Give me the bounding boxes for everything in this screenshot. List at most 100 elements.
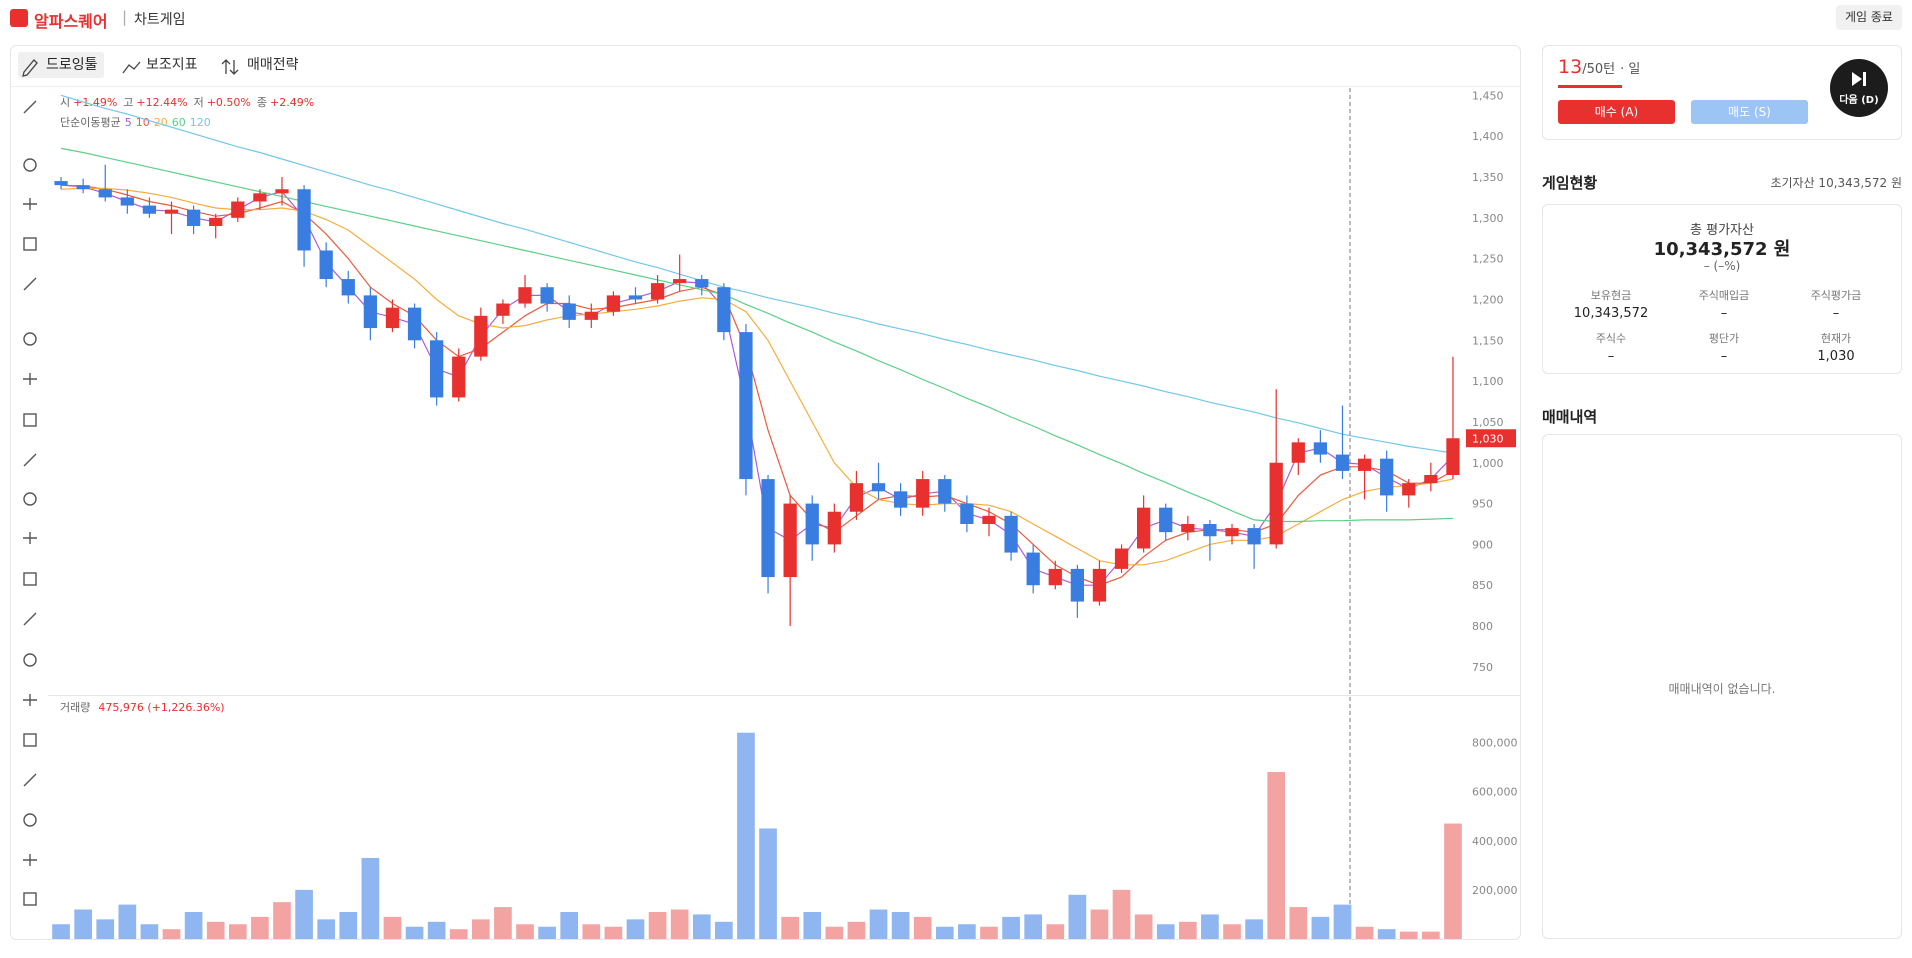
tool-icon[interactable]	[23, 572, 37, 586]
tool-glyph	[23, 612, 37, 626]
tool-icon[interactable]	[23, 453, 37, 467]
tool-icon[interactable]	[23, 733, 37, 747]
volume-bar	[1024, 914, 1043, 939]
candle-body	[695, 279, 709, 288]
volume-bar	[206, 921, 225, 939]
volume-bar	[692, 914, 711, 939]
candle-body	[1026, 552, 1040, 586]
volume-bar	[847, 921, 866, 939]
status-card: 총 평가자산 10,343,572 원 – (–%) 보유현금 10,343,57…	[1542, 204, 1902, 374]
candle-body	[186, 209, 201, 226]
tool-icon[interactable]	[23, 492, 37, 506]
tool-glyph	[23, 277, 37, 291]
volume-bar	[1002, 916, 1020, 939]
next-button[interactable]: 다음 (D)	[1830, 59, 1888, 117]
volume-bar	[1311, 916, 1330, 939]
ma-line	[60, 187, 1454, 566]
candle-body	[1291, 442, 1305, 463]
toolbar-tab[interactable]: 보조지표	[146, 57, 198, 73]
tool-glyph	[23, 332, 37, 346]
candle-body	[297, 189, 311, 251]
candle-body	[673, 279, 687, 284]
item-label: 평단가	[1708, 332, 1740, 345]
status-item: 평단가 –	[1664, 330, 1784, 364]
logo[interactable]: 알파스퀘어	[34, 12, 108, 31]
exit-button[interactable]: 게임 종료	[1836, 5, 1902, 30]
candle-body	[341, 279, 355, 296]
tool-icon[interactable]	[23, 773, 37, 787]
candle-body	[1159, 507, 1173, 533]
tool-icon[interactable]	[23, 237, 37, 251]
candle-body	[363, 295, 377, 329]
candle-body	[1357, 458, 1372, 471]
y-tick-label: 1,350	[1472, 171, 1504, 184]
candle-body	[805, 503, 819, 545]
volume-tick-label: 400,000	[1472, 835, 1518, 848]
logo-icon[interactable]	[10, 9, 28, 27]
status-title: 게임현황	[1542, 174, 1598, 192]
volume-bar	[759, 828, 777, 939]
ma-legend: 단순이동평균 5 10 20 60 120	[60, 116, 211, 129]
candle-body	[761, 479, 775, 578]
volume-bar	[427, 921, 446, 939]
tool-icon[interactable]	[23, 332, 37, 346]
tool-icon[interactable]	[23, 413, 37, 427]
item-label: 현재가	[1820, 332, 1852, 345]
volume-info: 거래량 475,976 (+1,226.36%)	[60, 701, 225, 714]
candle-body	[1181, 523, 1195, 533]
tool-icon[interactable]	[23, 694, 37, 706]
y-tick-label: 1,200	[1472, 293, 1504, 306]
ohlc-label: 저	[194, 96, 204, 109]
tool-icon[interactable]	[23, 198, 37, 210]
ohlc-value: +2.49%	[270, 96, 314, 109]
tool-icon[interactable]	[23, 854, 37, 866]
status-item: 현재가 1,030	[1776, 330, 1896, 364]
tab-icon	[221, 59, 239, 75]
sell-button[interactable]: 매도 (S)	[1691, 100, 1808, 124]
ohlc-value: +1.49%	[73, 96, 117, 109]
candle-body	[1137, 507, 1151, 549]
tool-icon[interactable]	[23, 277, 37, 291]
y-tick-label: 1,400	[1472, 130, 1504, 143]
tool-icon[interactable]	[23, 813, 37, 827]
candle-body	[1335, 454, 1350, 471]
candle-body	[1114, 548, 1129, 569]
tool-glyph	[23, 373, 37, 385]
tool-icon[interactable]	[23, 653, 37, 667]
turn-underline	[1558, 85, 1622, 88]
tool-icon[interactable]	[23, 158, 37, 172]
toolbar-tab[interactable]: 드로잉툴	[46, 57, 98, 73]
price-tag	[1466, 429, 1516, 448]
volume-bar	[405, 926, 424, 939]
volume-bar	[1289, 907, 1308, 939]
toolbar-tab[interactable]: 매매전략	[247, 57, 299, 73]
volume-bar	[913, 916, 932, 939]
legend-entry: 120	[190, 116, 211, 129]
volume-bar	[1134, 914, 1153, 939]
tool-icon[interactable]	[23, 612, 37, 626]
total-label: 총 평가자산	[1690, 223, 1754, 238]
volume-bar	[737, 732, 755, 939]
tool-glyph	[23, 854, 37, 866]
tool-glyph	[23, 694, 37, 706]
next-label: 다음 (D)	[1839, 95, 1879, 106]
tool-icon[interactable]	[23, 532, 37, 544]
tool-icon[interactable]	[23, 892, 37, 906]
y-tick-label: 900	[1472, 538, 1493, 551]
candle-body	[430, 340, 444, 398]
tool-icon[interactable]	[23, 373, 37, 385]
candle-body	[783, 503, 797, 578]
tool-glyph	[23, 453, 37, 467]
status-item: 주식매입금 –	[1664, 287, 1784, 321]
candle-body	[893, 491, 908, 508]
tool-icon[interactable]	[23, 100, 37, 114]
volume-bar	[140, 924, 159, 939]
volume-bar	[648, 911, 667, 939]
tool-glyph	[23, 572, 37, 586]
candle-body	[142, 205, 157, 214]
candle-body	[1424, 475, 1438, 484]
buy-button[interactable]: 매수 (A)	[1558, 100, 1675, 124]
candle-body	[518, 287, 532, 304]
candle-body	[231, 201, 245, 218]
volume-bar	[1068, 894, 1087, 939]
